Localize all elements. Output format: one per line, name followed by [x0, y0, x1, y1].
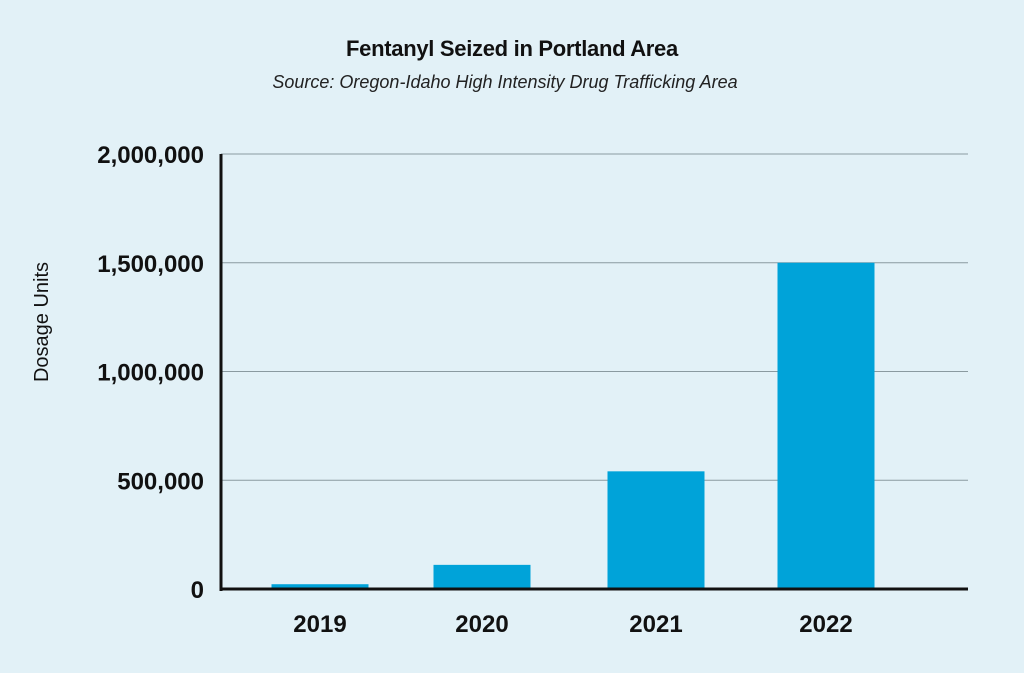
bar-2022 — [777, 262, 875, 589]
bar-2021 — [607, 471, 705, 589]
x-tick-label: 2020 — [455, 611, 508, 638]
bar-2020 — [433, 564, 531, 589]
y-tick-label: 1,500,000 — [97, 251, 204, 278]
y-tick-label: 500,000 — [117, 468, 204, 495]
x-tick-label: 2021 — [629, 611, 682, 638]
chart-subtitle: Source: Oregon-Idaho High Intensity Drug… — [272, 72, 738, 92]
bar-2019 — [271, 584, 369, 589]
x-tick-label: 2019 — [293, 611, 346, 638]
chart-title: Fentanyl Seized in Portland Area — [346, 36, 678, 61]
x-tick-label: 2022 — [799, 611, 852, 638]
y-tick-label: 1,000,000 — [97, 360, 204, 387]
y-axis-label: Dosage Units — [31, 262, 53, 382]
y-tick-label: 2,000,000 — [97, 142, 204, 169]
y-tick-label: 0 — [191, 577, 204, 604]
